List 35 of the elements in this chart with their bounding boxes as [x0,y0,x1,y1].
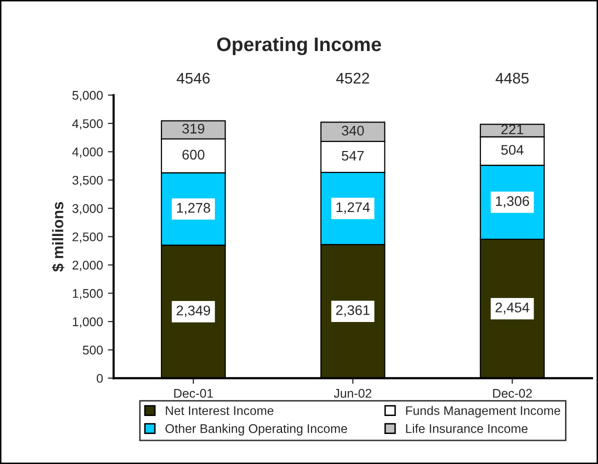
y-tick-label: 2,000 [72,260,103,272]
data-label: 319 [182,124,204,134]
legend-label: Other Banking Operating Income [165,424,348,436]
data-label: 547 [342,150,364,161]
total-label: 4522 [336,72,370,84]
y-tick-label: 1,500 [72,289,103,300]
y-tick-label: 4,000 [72,148,103,158]
x-tick-label: Jun-02 [334,388,372,398]
y-axis-title: $ millions [52,202,64,272]
data-label: 504 [501,144,524,155]
total-label: 4485 [496,72,529,84]
total-label: 4546 [176,72,210,84]
legend-label: Funds Management Income [406,406,560,418]
y-tick-label: 4,500 [72,119,103,130]
y-tick-label: 3,000 [72,204,103,214]
data-label: 221 [501,124,524,134]
chart-title: Operating Income [217,36,381,56]
data-label: 1,274 [336,202,370,214]
data-label: 1,278 [177,202,210,214]
y-tick-label: 3,500 [72,176,103,186]
y-tick-label: 0 [96,374,103,383]
legend-label: Net Interest Income [166,406,274,416]
data-label: 600 [182,150,204,160]
y-tick-label: 2,500 [72,232,103,243]
y-tick-label: 5,000 [72,90,103,102]
data-label: 2,454 [496,302,530,314]
y-tick-label: 500 [82,346,103,355]
legend-label: Life Insurance Income [406,424,528,434]
data-label: 2,349 [176,306,210,318]
x-tick-label: Dec-01 [174,388,213,398]
y-tick-label: 1,000 [72,317,103,328]
x-tick-label: Dec-02 [493,388,532,398]
data-label: 2,361 [336,305,370,317]
data-label: 340 [342,126,364,136]
data-label: 1,306 [496,196,530,208]
